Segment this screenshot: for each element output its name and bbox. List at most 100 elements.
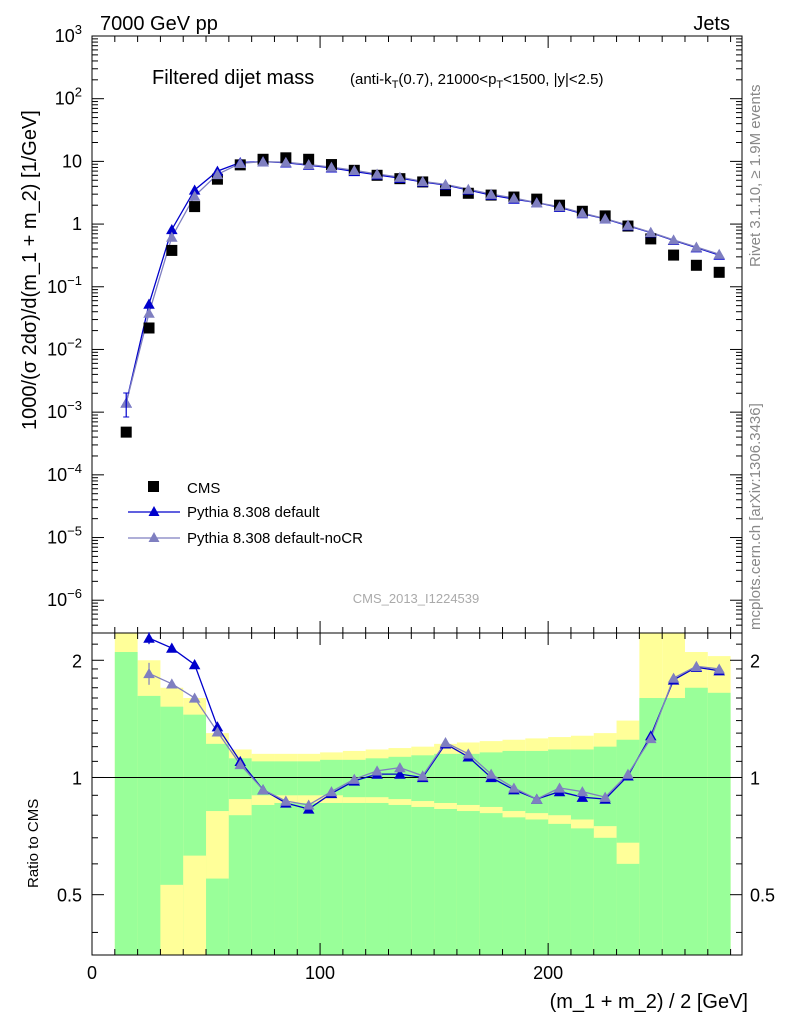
ratio-point	[713, 663, 725, 674]
x-axis-label: (m_1 + m_2) / 2 [GeV]	[550, 991, 748, 1013]
ratio-point	[280, 795, 292, 806]
mc-point	[188, 190, 201, 201]
ratio-band-inner-lower	[297, 802, 321, 955]
x-tick-label: 200	[533, 963, 563, 983]
y-tick-label-base: 10	[47, 402, 67, 422]
mc-point	[576, 207, 589, 218]
cms-point	[668, 249, 680, 261]
legend-marker-nocr	[148, 532, 160, 542]
ratio-tick-label-left: 1	[72, 768, 82, 788]
ratio-band-outer-lower	[183, 855, 207, 955]
y-tick-label-exponent: −5	[67, 524, 82, 539]
ratio-band-inner-lower	[206, 878, 229, 955]
mc-point	[234, 157, 247, 169]
y-tick-label-base: 10	[55, 89, 75, 109]
mc-point	[280, 156, 292, 167]
y-tick-label-exponent: 2	[75, 85, 82, 100]
ratio-band-inner-lower	[320, 802, 343, 955]
y-tick-label-exponent: 3	[75, 22, 82, 37]
ratio-point	[371, 765, 383, 776]
ratio-band-inner-lower	[388, 804, 412, 955]
mc-point	[667, 234, 680, 245]
subtitle-part: (0.7), 21000<p	[398, 71, 496, 88]
y-tick-label-base: 10	[47, 277, 67, 297]
mc-point	[143, 298, 155, 309]
ratio-band-inner-lower	[365, 802, 389, 955]
ratio-point	[553, 782, 566, 793]
ratio-point	[188, 659, 201, 670]
y-tick-label: 102	[55, 85, 82, 109]
ratio-point	[166, 678, 178, 689]
ratio-point	[394, 768, 406, 779]
ratio-point	[667, 672, 680, 683]
legend: CMS Pythia 8.308 default Pythia 8.308 de…	[128, 480, 363, 547]
mc-point	[302, 159, 315, 170]
ratio-point	[462, 748, 475, 759]
y-tick-label-base: 10	[47, 528, 67, 548]
ratio-band-inner	[639, 698, 663, 955]
ratio-band-inner-lower	[502, 817, 526, 955]
ratio-tick-label-left: 2	[72, 651, 82, 671]
ratio-y-axis-label: Ratio to CMS	[25, 799, 42, 888]
y-tick-label: 103	[55, 22, 82, 46]
ratio-band-inner-lower	[434, 808, 457, 955]
ratio-band-inner	[662, 698, 685, 955]
legend-label-cms: CMS	[187, 480, 220, 497]
mc-point	[690, 241, 703, 252]
ratio-point	[234, 758, 247, 770]
y-tick-label-exponent: −6	[67, 586, 82, 601]
y-tick-label: 10−5	[47, 524, 82, 548]
ratio-point	[325, 786, 338, 797]
cms-point	[189, 201, 201, 213]
y-tick-label-exponent: −2	[67, 335, 82, 350]
x-tick-label: 100	[305, 963, 335, 983]
ratio-point	[622, 768, 634, 779]
y-tick-label-base: 1	[72, 214, 82, 234]
ratio-point	[166, 642, 178, 653]
ratio-point	[576, 791, 589, 802]
mc-point	[553, 201, 566, 212]
x-tick-label: 0	[87, 963, 97, 983]
ratio-band-inner-lower	[411, 806, 435, 955]
chart-title: Filtered dijet mass	[152, 67, 314, 89]
cms-point	[211, 173, 223, 185]
rivet-label: Rivet 3.1.10, ≥ 1.9M events	[747, 85, 764, 268]
ratio-band-inner-lower	[342, 802, 366, 955]
ratio-band-inner	[137, 695, 161, 955]
subtitle-subscript: T	[496, 79, 503, 91]
ratio-point	[302, 799, 315, 810]
ratio-band-inner-lower	[548, 823, 571, 955]
mc-point	[348, 164, 361, 176]
y-tick-label: 10−4	[47, 461, 82, 485]
ratio-band-inner-lower	[456, 811, 480, 955]
ratio-frame-border	[91, 632, 743, 956]
chart-subtitle: (anti-kT(0.7), 21000<pT<1500, |y|<2.5)	[350, 71, 604, 91]
mc-point	[416, 175, 429, 187]
mc-point	[143, 307, 155, 318]
y-tick-label: 1	[72, 214, 82, 234]
mc-point	[508, 192, 520, 203]
series-line	[125, 161, 720, 404]
mc-point	[622, 219, 634, 230]
header-left-label: 7000 GeV pp	[100, 13, 218, 35]
legend-marker-default	[148, 506, 160, 516]
mc-point	[257, 156, 269, 167]
y-tick-label: 10−2	[47, 335, 82, 359]
ratio-point	[530, 793, 543, 804]
y-axis-label: 1000/(σ 2dσ)/d(m_1 + m_2) [1/GeV]	[19, 110, 41, 430]
cms-point	[143, 322, 155, 334]
ratio-series	[143, 632, 725, 814]
mc-point	[485, 188, 497, 199]
series-line	[125, 161, 720, 404]
ratio-point	[257, 784, 269, 795]
mc-point	[530, 197, 543, 208]
ratio-tick-label-left: 0.5	[57, 886, 82, 906]
ratio-band-inner-lower	[616, 863, 640, 955]
chart-title-main: Filtered dijet mass	[152, 67, 314, 89]
ratio-tick-label-right: 2	[750, 651, 760, 671]
ratio-point	[394, 762, 406, 773]
cms-point	[166, 244, 178, 256]
ratio-point	[599, 791, 611, 802]
ratio-point	[508, 782, 520, 793]
ratio-band-outer-lower	[160, 884, 184, 955]
